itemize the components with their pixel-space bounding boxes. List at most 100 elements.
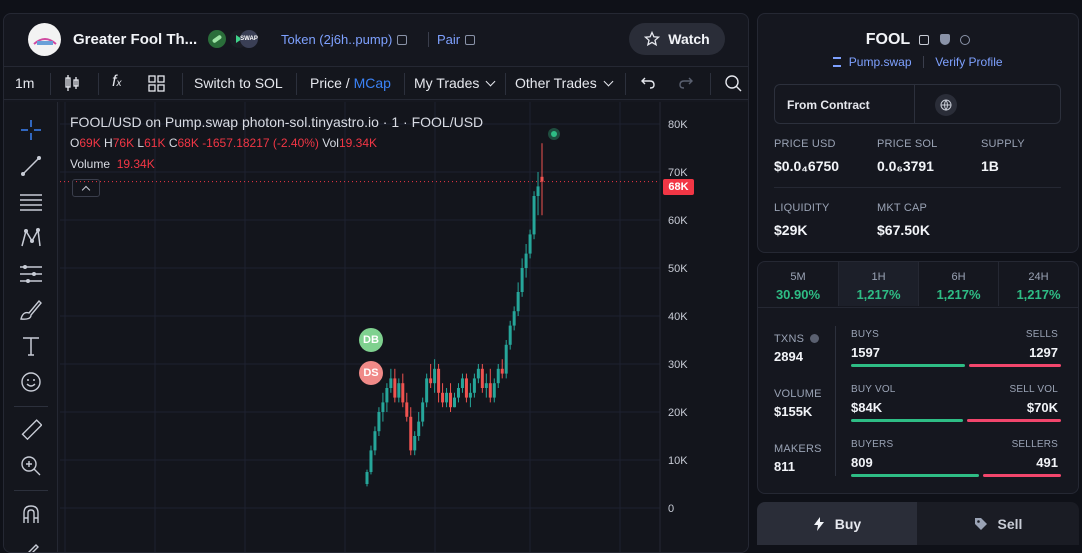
makers-label: MAKERS bbox=[774, 443, 822, 455]
stat-label: MKT CAP bbox=[877, 202, 928, 214]
mcap-option[interactable]: MCap bbox=[353, 75, 391, 91]
candle-body bbox=[540, 176, 544, 182]
liquidity-value: $29K bbox=[774, 222, 808, 238]
switch-to-sol-button[interactable]: Switch to SOL bbox=[194, 75, 283, 91]
copy-icon[interactable] bbox=[397, 35, 408, 45]
candle-body bbox=[421, 402, 425, 422]
sell-tab[interactable]: Sell bbox=[917, 502, 1079, 545]
sells-value: 1297 bbox=[1029, 345, 1058, 360]
fib-lines-icon[interactable] bbox=[17, 188, 45, 216]
y-tick-label: 60K bbox=[668, 215, 688, 227]
copy-icon[interactable] bbox=[465, 35, 476, 45]
divider bbox=[914, 85, 915, 123]
candle-body bbox=[413, 436, 417, 451]
copy-icon[interactable] bbox=[919, 35, 930, 45]
dev-buy-marker[interactable]: DB bbox=[359, 328, 383, 352]
ohlc-legend: O69K H76K L61K C68K -1657.18217 (-2.40%)… bbox=[70, 136, 378, 150]
buyers-label: BUYERS bbox=[851, 439, 894, 450]
y-tick-label: 0 bbox=[668, 503, 674, 515]
last-price-tag: 68K bbox=[663, 179, 694, 195]
chart-toolbar: 1m fx Switch to SOL Price / MCap My Trad… bbox=[4, 66, 748, 100]
candle-body bbox=[429, 378, 433, 384]
layout-grid-icon[interactable] bbox=[148, 75, 165, 95]
collapse-legend-button[interactable] bbox=[72, 179, 100, 197]
candle-body bbox=[496, 368, 500, 384]
watch-button[interactable]: Watch bbox=[629, 23, 725, 55]
redo-icon[interactable] bbox=[678, 74, 694, 93]
mkt-cap-value: $67.50K bbox=[877, 222, 930, 238]
candle-body bbox=[536, 186, 540, 196]
crosshair-icon[interactable] bbox=[17, 116, 45, 144]
star-icon bbox=[644, 31, 661, 47]
price-mcap-toggle[interactable]: Price / MCap bbox=[310, 75, 391, 91]
buys-value: 1597 bbox=[851, 345, 880, 360]
candle-body bbox=[381, 402, 385, 412]
candle-body bbox=[520, 268, 524, 292]
tab-1h[interactable]: 1H 1,217% bbox=[838, 262, 918, 306]
txns-label: TXNS bbox=[774, 333, 820, 345]
pair-link[interactable]: Pair bbox=[437, 32, 476, 47]
divider bbox=[182, 73, 183, 95]
pattern-icon[interactable] bbox=[17, 224, 45, 252]
divider bbox=[404, 73, 405, 95]
shield-icon bbox=[939, 34, 950, 45]
tab-5m[interactable]: 5M 30.90% bbox=[775, 271, 821, 302]
candle-body bbox=[377, 412, 381, 432]
token-title: Greater Fool Th... bbox=[73, 31, 198, 48]
candle-body bbox=[445, 392, 449, 403]
zoom-in-icon[interactable] bbox=[17, 452, 45, 480]
candle-body bbox=[433, 368, 437, 384]
dev-sell-marker[interactable]: DS bbox=[359, 361, 383, 385]
brush-icon[interactable] bbox=[17, 296, 45, 324]
divider bbox=[625, 73, 626, 95]
candle-body bbox=[492, 383, 496, 398]
swap-icon: SWAP bbox=[240, 30, 258, 48]
undo-icon[interactable] bbox=[640, 74, 656, 93]
token-link[interactable]: Token (2j6h..pump) bbox=[281, 32, 408, 47]
text-tool-icon[interactable] bbox=[17, 332, 45, 360]
candle-body bbox=[425, 378, 429, 403]
sellers-label: SELLERS bbox=[1011, 439, 1058, 450]
indicators-icon[interactable]: fx bbox=[112, 73, 122, 90]
tab-6h[interactable]: 6H 1,217% bbox=[918, 262, 998, 306]
other-trades-dropdown[interactable]: Other Trades bbox=[515, 75, 614, 91]
contract-box[interactable]: From Contract bbox=[774, 84, 1061, 124]
chart-legend-title: FOOL/USD on Pump.swap photon-sol.tinyast… bbox=[70, 114, 484, 130]
emoji-icon[interactable] bbox=[17, 368, 45, 396]
my-trades-dropdown[interactable]: My Trades bbox=[414, 75, 496, 91]
ruler-icon[interactable] bbox=[17, 416, 45, 444]
tab-24h[interactable]: 24H 1,217% bbox=[998, 262, 1078, 306]
stat-label: LIQUIDITY bbox=[774, 202, 830, 214]
price-option[interactable]: Price bbox=[310, 75, 342, 91]
volume-label: VOLUME bbox=[774, 388, 822, 400]
interval-button[interactable]: 1m bbox=[15, 75, 35, 91]
makers-value: 811 bbox=[774, 459, 795, 474]
candle-body bbox=[464, 378, 468, 398]
prediction-icon[interactable] bbox=[17, 260, 45, 288]
candle-body bbox=[397, 383, 401, 398]
divider bbox=[428, 32, 429, 47]
pumpswap-icon bbox=[833, 57, 842, 67]
candle-body bbox=[512, 311, 516, 326]
search-icon[interactable] bbox=[960, 35, 971, 45]
candle-body bbox=[369, 450, 373, 472]
toggle-separator: / bbox=[345, 75, 350, 91]
magnet-icon[interactable] bbox=[17, 500, 45, 528]
buy-tab[interactable]: Buy bbox=[757, 502, 917, 545]
zoom-icon[interactable] bbox=[724, 74, 742, 95]
candle-body bbox=[441, 392, 445, 403]
candle-body bbox=[476, 368, 480, 379]
divider bbox=[14, 490, 48, 491]
trend-line-icon[interactable] bbox=[17, 152, 45, 180]
candle-body bbox=[528, 234, 532, 254]
dex-row: Pump.swap Verify Profile bbox=[758, 55, 1078, 69]
dex-link[interactable]: Pump.swap bbox=[848, 55, 912, 69]
verify-profile-link[interactable]: Verify Profile bbox=[935, 55, 1003, 69]
candle-body bbox=[405, 402, 409, 417]
globe-icon[interactable] bbox=[935, 94, 957, 116]
candle-type-icon[interactable] bbox=[64, 74, 80, 95]
y-tick-label: 40K bbox=[668, 311, 688, 323]
from-contract-label: From Contract bbox=[787, 98, 870, 112]
